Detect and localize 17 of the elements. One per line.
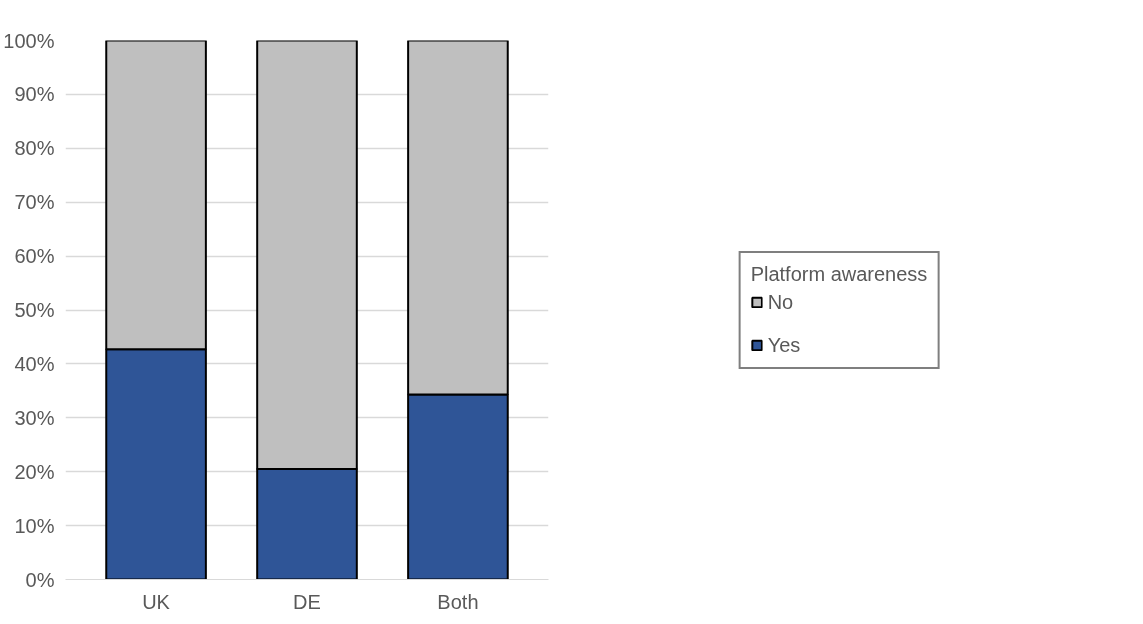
x-tick-label: Both [437,590,479,613]
y-tick-label: 30% [14,406,55,429]
legend-label: No [767,290,794,314]
x-tick-label: DE [293,590,321,613]
y-tick-label: 10% [14,514,55,537]
y-tick-label: 80% [14,137,55,160]
y-tick-label: 90% [14,83,55,106]
y-tick-label: 50% [14,299,55,321]
y-tick-label: 0% [25,568,55,591]
y-tick-label: 40% [14,352,55,375]
y-tick-label: 60% [14,245,55,268]
x-tick-label: UK [142,590,171,613]
legend-label: Yes [767,333,801,357]
y-tick-label: 20% [14,460,55,483]
y-tick-label: 100% [3,29,55,52]
y-tick-label: 70% [14,191,55,214]
legend-title: Platform awareness [750,262,928,286]
